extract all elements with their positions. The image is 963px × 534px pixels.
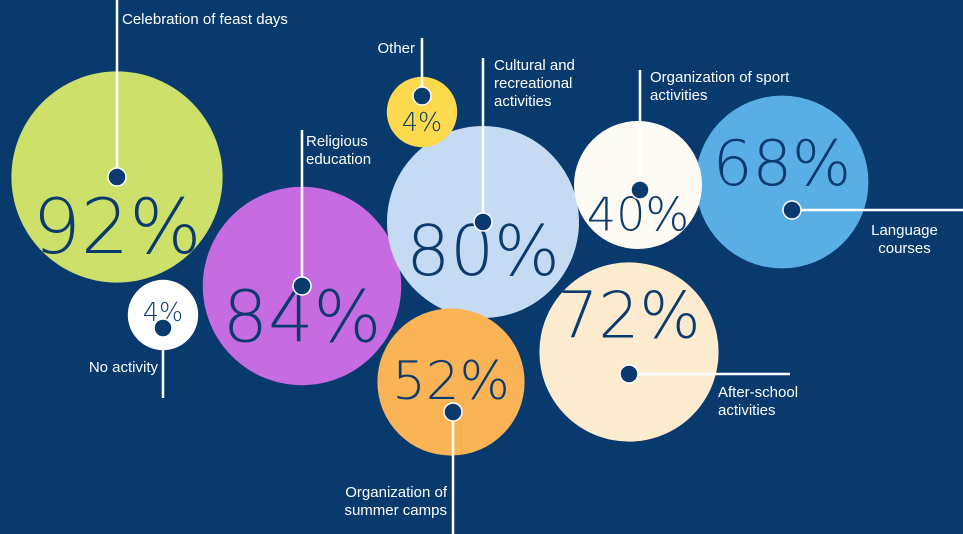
value-label: 72% [557,279,700,354]
leader-dot [473,212,493,232]
value-label: 92% [33,182,202,271]
value-label: 4% [402,107,442,137]
category-label: Other [377,40,415,57]
leader-dot [153,318,173,338]
category-label: No activity [88,359,158,376]
value-label: 52% [392,351,510,412]
bubble [377,308,525,456]
bubble [127,279,199,351]
bubble [695,95,869,269]
category-label: Organization of summer camps [344,484,447,519]
category-label: Language courses [871,222,938,257]
leader-dot [782,200,802,220]
value-label: 68% [713,127,851,200]
bubble [386,76,458,148]
category-label: After-school activities [718,384,799,419]
bubble [539,262,719,442]
leader-dot [292,276,312,296]
leader-dot [630,180,650,200]
leader-dot [443,402,463,422]
category-label: Celebration of feast days [122,11,288,28]
leader-dot [412,86,432,106]
category-label: Organization of sport activities [650,69,790,104]
category-label: Cultural and recreational activities [494,57,575,110]
leader-dot [619,364,639,384]
category-label: Religious education [306,133,372,168]
leader-dot [107,167,127,187]
